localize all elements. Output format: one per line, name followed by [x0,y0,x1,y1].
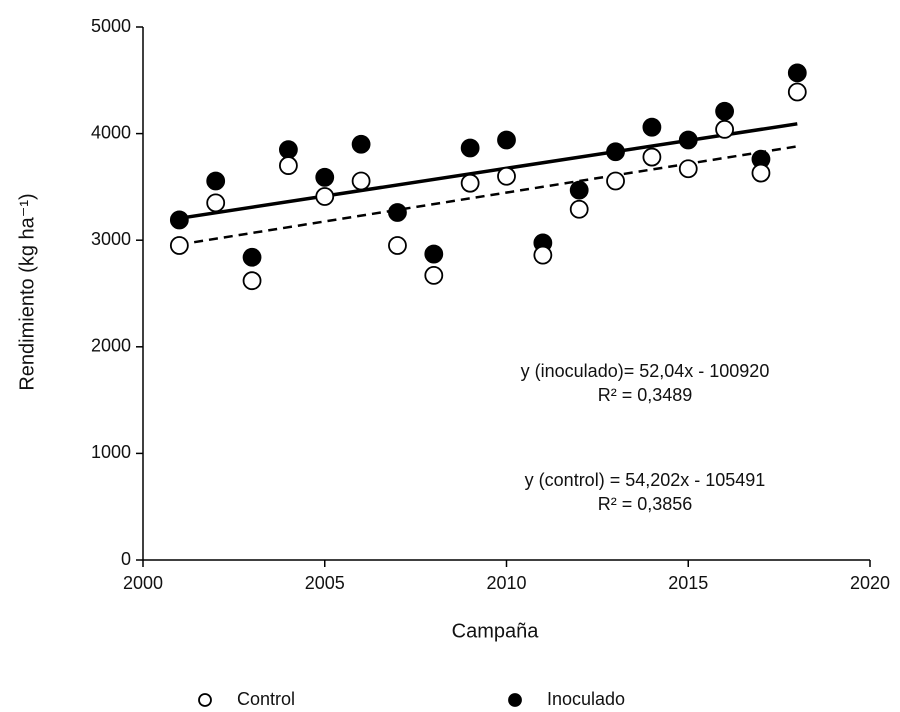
y-tick-label: 1000 [91,442,131,462]
trend-line [179,145,798,246]
x-tick-label: 2010 [486,573,526,593]
annotation: R² = 0,3856 [598,494,693,514]
point [497,166,516,186]
point [424,265,444,285]
point [678,130,698,150]
y-tick-label: 3000 [91,229,131,249]
point [315,187,335,206]
y-tick-label: 4000 [91,122,131,142]
point [787,82,807,102]
x-tick-label: 2020 [850,573,890,593]
point [315,167,335,187]
point [242,271,262,291]
point [351,134,371,154]
point [678,159,698,179]
y-tick-label: 5000 [91,16,131,36]
point [351,171,371,191]
y-axis-label: Rendimiento (kg ha⁻¹) [16,193,38,390]
x-tick-label: 2015 [668,573,708,593]
annotation: y (inoculado)= 52,04x - 100920 [521,361,770,381]
annotation: R² = 0,3489 [598,385,693,405]
x-tick-label: 2000 [123,573,163,593]
point [569,199,589,219]
x-tick-label: 2005 [305,573,345,593]
point [606,171,625,191]
point [206,171,226,191]
point [388,236,407,255]
point [169,210,189,230]
point [278,156,298,175]
point [533,245,553,265]
legend-marker [198,693,212,707]
point [569,180,589,200]
point [715,119,734,139]
point [242,247,262,267]
y-tick-label: 0 [121,549,131,569]
point [787,63,807,83]
point [388,203,407,222]
point [642,147,662,167]
point [460,173,480,193]
point [497,130,516,150]
point [424,244,444,264]
x-axis-label: Campaña [452,620,540,642]
annotation: y (control) = 54,202x - 105491 [525,470,766,490]
trend-line [179,122,798,221]
point [642,117,662,137]
point [206,193,226,213]
point [751,163,771,183]
legend-label: Control [237,689,295,709]
point [278,140,298,159]
y-tick-label: 2000 [91,336,131,356]
legend-marker [508,693,522,707]
point [606,142,625,162]
point [460,138,480,158]
legend-label: Inoculado [547,689,625,709]
point [715,101,734,121]
point [169,236,189,255]
